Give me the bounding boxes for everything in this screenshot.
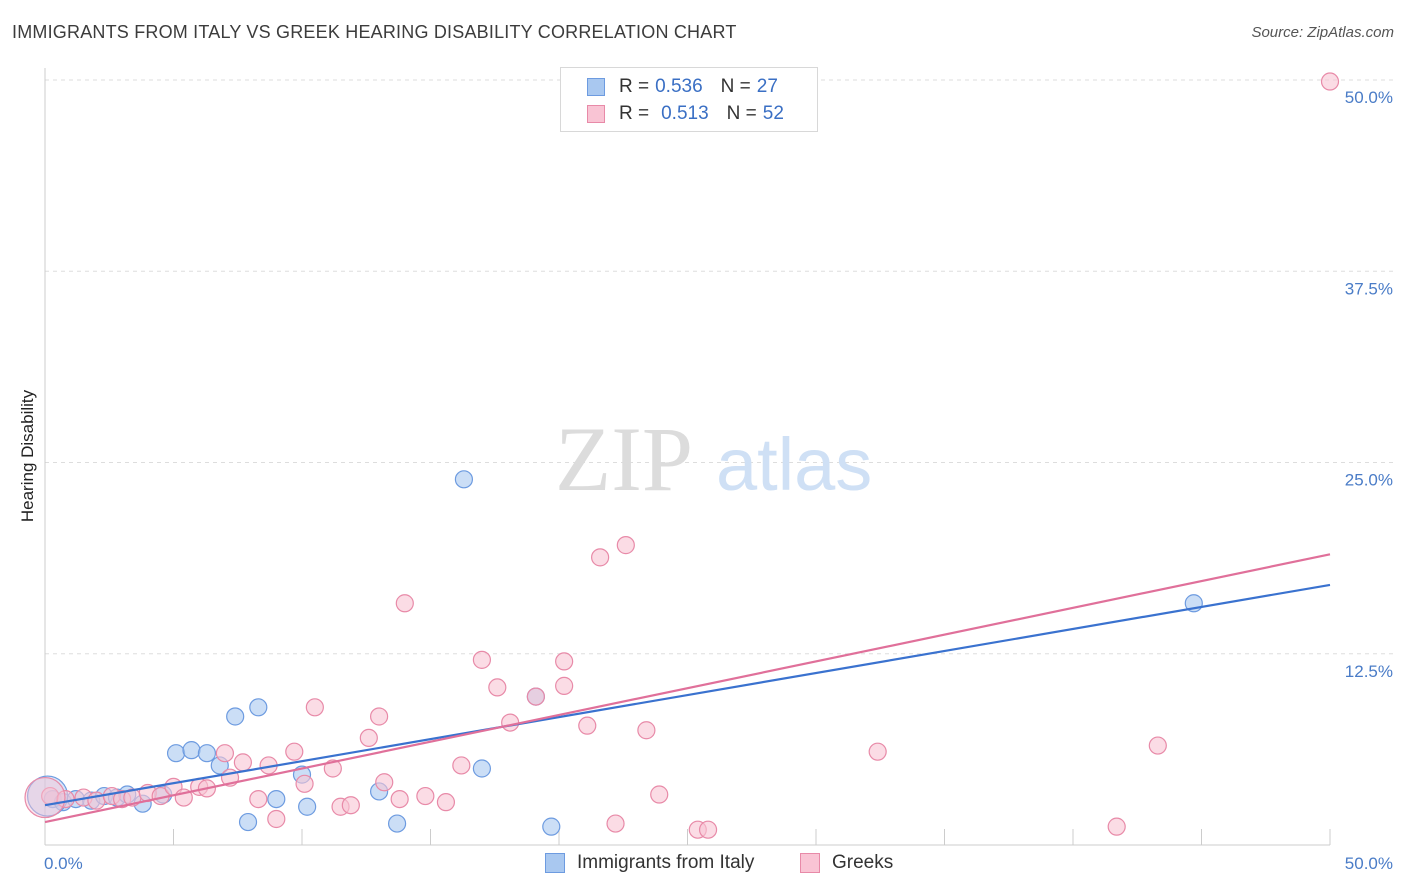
greek-point bbox=[555, 652, 574, 671]
legend-row-italy: R = 0.536 N = 27 bbox=[587, 74, 796, 100]
greek-point bbox=[868, 742, 887, 761]
greek-point bbox=[1107, 817, 1126, 836]
greek-point bbox=[249, 789, 268, 809]
data-points bbox=[24, 72, 1340, 839]
watermark: ZIP atlas bbox=[555, 408, 872, 510]
italy-point bbox=[387, 814, 407, 833]
italy-point bbox=[267, 789, 286, 809]
greek-point bbox=[606, 814, 625, 833]
legend-swatch-greeks bbox=[800, 853, 820, 873]
greek-point bbox=[215, 744, 234, 763]
greek-point bbox=[436, 793, 456, 812]
greek-point bbox=[650, 785, 669, 804]
watermark-atlas: atlas bbox=[716, 423, 872, 506]
legend-row-greeks: R = 0.513 N = 52 bbox=[587, 101, 802, 127]
greek-point bbox=[375, 773, 394, 792]
greek-point bbox=[295, 774, 314, 793]
greek-point bbox=[323, 759, 342, 778]
greek-point bbox=[637, 721, 656, 740]
greek-point bbox=[501, 713, 520, 732]
italy-point bbox=[182, 741, 201, 760]
greek-point bbox=[698, 820, 718, 839]
greek-point bbox=[416, 786, 435, 806]
legend-r-label: R = bbox=[619, 103, 650, 124]
greek-point bbox=[472, 650, 491, 669]
legend-swatch-italy bbox=[545, 853, 565, 873]
greek-trend-line bbox=[44, 553, 1331, 824]
greek-point bbox=[341, 796, 360, 815]
greek-point bbox=[267, 809, 286, 829]
legend-r-value: 0.536 bbox=[655, 76, 703, 97]
legend-item-greeks[interactable]: Greeks bbox=[800, 852, 893, 874]
italy-point bbox=[298, 797, 317, 816]
greek-point bbox=[395, 594, 414, 613]
greek-point bbox=[285, 742, 304, 761]
source-label: Source: ZipAtlas.com bbox=[1251, 24, 1394, 41]
greek-point bbox=[359, 728, 378, 748]
italy-point bbox=[166, 744, 186, 763]
tick-labels: 12.5% 25.0% 37.5% 50.0% 0.0% 50.0% bbox=[44, 88, 1393, 873]
greek-point bbox=[24, 776, 66, 819]
greek-point bbox=[578, 716, 597, 735]
legend-label-greeks: Greeks bbox=[832, 852, 894, 873]
legend-n-value: 27 bbox=[756, 76, 778, 97]
y-tick-label: 25.0% bbox=[1345, 471, 1393, 490]
legend-n-value: 52 bbox=[762, 103, 784, 124]
legend-n-label: N = bbox=[720, 76, 751, 97]
legend-r-value: 0.513 bbox=[661, 103, 709, 124]
legend-swatch-greeks bbox=[587, 105, 605, 123]
greek-point bbox=[526, 687, 545, 706]
watermark-zip: ZIP bbox=[555, 408, 693, 510]
trend-lines bbox=[44, 553, 1331, 824]
greek-point bbox=[390, 789, 409, 809]
italy-point bbox=[472, 759, 491, 778]
italy-point bbox=[226, 707, 245, 726]
italy-point bbox=[454, 470, 474, 489]
greek-point bbox=[1148, 736, 1167, 755]
italy-point bbox=[238, 812, 258, 832]
greek-point bbox=[370, 707, 389, 726]
correlation-legend: R = 0.536 N = 27 R = 0.513 N = 52 bbox=[560, 67, 818, 132]
greek-point bbox=[305, 698, 324, 717]
legend-n-label: N = bbox=[726, 103, 757, 124]
greek-point bbox=[616, 536, 635, 555]
series-legend: Immigrants from Italy Greeks bbox=[0, 852, 1406, 878]
legend-item-italy[interactable]: Immigrants from Italy bbox=[545, 852, 754, 874]
legend-label-italy: Immigrants from Italy bbox=[577, 852, 755, 873]
greek-point bbox=[452, 756, 471, 775]
legend-r-label: R = bbox=[619, 76, 650, 97]
x-tick-label: 50.0% bbox=[1345, 854, 1393, 873]
legend-swatch-italy bbox=[587, 78, 605, 96]
greek-point bbox=[488, 678, 507, 697]
italy-trend-line bbox=[44, 583, 1331, 807]
grid-lines bbox=[45, 79, 1395, 655]
y-tick-label: 37.5% bbox=[1345, 279, 1393, 298]
italy-point bbox=[197, 744, 217, 763]
italy-point bbox=[542, 817, 561, 836]
y-tick-label: 12.5% bbox=[1345, 662, 1393, 681]
greek-point bbox=[591, 548, 610, 567]
greek-point bbox=[1320, 72, 1340, 91]
greek-point bbox=[233, 753, 252, 772]
y-tick-label: 50.0% bbox=[1345, 88, 1393, 107]
greek-point bbox=[555, 676, 574, 695]
chart-title: IMMIGRANTS FROM ITALY VS GREEK HEARING D… bbox=[12, 22, 737, 42]
italy-point bbox=[249, 698, 268, 717]
x-tick-label: 0.0% bbox=[44, 854, 83, 873]
axes bbox=[44, 68, 1331, 846]
